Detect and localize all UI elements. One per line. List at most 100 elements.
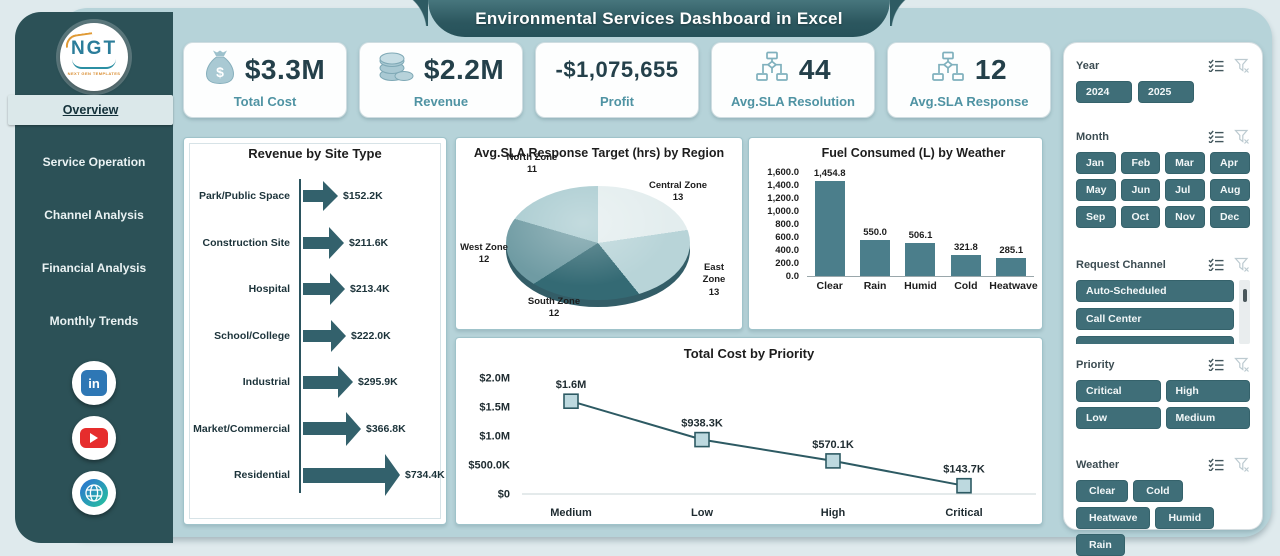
category-label: Industrial [242, 376, 290, 389]
linkedin-icon[interactable]: in [72, 361, 116, 405]
website-globe-icon[interactable] [72, 471, 116, 515]
clear-filter-icon[interactable] [1234, 357, 1250, 372]
bar [950, 255, 981, 276]
svg-text:$500.0K: $500.0K [468, 460, 510, 472]
kpi-label: Total Cost [233, 94, 297, 109]
kpi-card-profit: -$1,075,655 Profit [535, 42, 699, 118]
slicer-button-clear[interactable]: Clear [1076, 480, 1129, 502]
kpi-card-revenue: $2.2M Revenue [359, 42, 523, 118]
multi-select-icon[interactable] [1208, 358, 1224, 371]
slicer-button-partial[interactable] [1076, 336, 1234, 344]
arrow-body [303, 375, 338, 389]
fuel-consumed-by-weather-chart: Fuel Consumed (L) by Weather 1,600.0 1,40… [748, 137, 1043, 330]
slicer-button-may[interactable]: May [1076, 179, 1117, 201]
slicer-button-mar[interactable]: Mar [1165, 152, 1205, 174]
slicer-button-2025[interactable]: 2025 [1138, 81, 1194, 103]
slicer-button-critical[interactable]: Critical [1076, 380, 1161, 402]
arrow-bar [303, 273, 345, 306]
slicer-button-high[interactable]: High [1165, 380, 1250, 402]
globe-glyph [80, 479, 108, 507]
sla-response-by-region-chart: Avg.SLA Response Target (hrs) by Region … [455, 137, 743, 330]
slicer-button-humid[interactable]: Humid [1155, 507, 1215, 529]
svg-text:Medium: Medium [550, 507, 592, 519]
slicer-button-feb[interactable]: Feb [1121, 152, 1161, 174]
slicer-items-scroll: Auto-Scheduled Call Center [1076, 280, 1250, 344]
slicer-button-nov[interactable]: Nov [1165, 206, 1205, 228]
svg-text:$570.1K: $570.1K [812, 439, 854, 451]
slicer-button-aug[interactable]: Aug [1209, 179, 1251, 201]
slicer-button-apr[interactable]: Apr [1209, 152, 1251, 174]
value-label: 550.0 [863, 227, 887, 239]
slicer-button-low[interactable]: Low [1076, 407, 1161, 429]
multi-select-icon[interactable] [1208, 59, 1224, 72]
sidebar-item-channel-analysis[interactable]: Channel Analysis [44, 207, 144, 222]
category-label: Hospital [248, 283, 290, 296]
kpi-top: $2.2M [378, 50, 504, 90]
slicer-button-rain[interactable]: Rain [1076, 534, 1125, 556]
slicer-year: Year 2024 2025 [1076, 58, 1250, 103]
slicer-priority: Priority Critical High Low Medium [1076, 357, 1250, 429]
category-label: School/College [214, 329, 290, 342]
kpi-top: 44 [755, 50, 831, 90]
category-label: Construction Site [202, 236, 290, 249]
youtube-icon[interactable] [72, 416, 116, 460]
clear-filter-icon[interactable] [1234, 129, 1250, 144]
kpi-row: $ $3.3M Total Cost $2.2M Revenue -$1,075,655 P… [183, 42, 1051, 118]
page-title-banner: Environmental Services Dashboard in Exce… [384, 0, 934, 37]
svg-text:Low: Low [691, 507, 713, 519]
x-tick: Rain [863, 280, 887, 292]
slicer-header: Priority [1076, 357, 1250, 372]
svg-text:$1.6M: $1.6M [556, 379, 587, 391]
slicer-title: Year [1076, 59, 1100, 72]
sidebar-item-service-operation[interactable]: Service Operation [42, 154, 146, 169]
clear-filter-icon[interactable] [1234, 257, 1250, 272]
linkedin-badge: in [81, 370, 107, 396]
bar [814, 181, 845, 276]
category-label: Market/Commercial [193, 422, 290, 435]
y-tick: 400.0 [775, 244, 799, 256]
chart-title: Fuel Consumed (L) by Weather [821, 146, 1006, 160]
scrollbar-thumb[interactable] [1242, 289, 1247, 302]
value-label: $213.4K [350, 283, 390, 296]
slicer-items: Auto-Scheduled Call Center [1076, 280, 1234, 344]
revenue-row-hospital: Hospital $213.4K [184, 266, 446, 313]
slicer-button-call-center[interactable]: Call Center [1076, 308, 1234, 330]
slicer-button-jul[interactable]: Jul [1165, 179, 1205, 201]
logo-subtext: NEXT GEN TEMPLATES [67, 70, 121, 76]
pie-label-east-zone: East Zone 13 [702, 262, 726, 298]
multi-select-icon[interactable] [1208, 258, 1224, 271]
social-links: in [72, 361, 116, 515]
multi-select-icon[interactable] [1208, 130, 1224, 143]
svg-text:$143.7K: $143.7K [943, 464, 985, 476]
sidebar-item-overview[interactable]: Overview [8, 95, 173, 125]
clear-filter-icon[interactable] [1234, 58, 1250, 73]
value-label: $152.2K [343, 190, 383, 203]
category-label: Residential [233, 469, 290, 482]
slicer-button-medium[interactable]: Medium [1165, 407, 1250, 429]
slicer-header: Month [1076, 129, 1250, 144]
slicer-items: Critical High Low Medium [1076, 380, 1250, 429]
slicer-button-dec[interactable]: Dec [1209, 206, 1251, 228]
slicer-button-oct[interactable]: Oct [1121, 206, 1161, 228]
multi-select-icon[interactable] [1208, 458, 1224, 471]
arrow-head [385, 454, 400, 497]
slicer-title: Weather [1076, 458, 1120, 471]
slicer-button-jan[interactable]: Jan [1076, 152, 1117, 174]
value-label: $295.9K [358, 376, 398, 389]
slicer-button-auto-scheduled[interactable]: Auto-Scheduled [1076, 280, 1234, 302]
arrow-body [303, 190, 323, 203]
slicer-button-sep[interactable]: Sep [1076, 206, 1117, 228]
page-title: Environmental Services Dashboard in Exce… [475, 8, 843, 28]
sidebar-item-financial-analysis[interactable]: Financial Analysis [41, 260, 147, 275]
arrow-body [303, 329, 331, 342]
scrollbar-track[interactable] [1239, 280, 1250, 344]
slicer-button-jun[interactable]: Jun [1121, 179, 1161, 201]
clear-filter-icon[interactable] [1234, 457, 1250, 472]
slicer-button-heatwave[interactable]: Heatwave [1076, 507, 1151, 529]
svg-text:$1.0M: $1.0M [479, 431, 510, 443]
slicer-button-cold[interactable]: Cold [1133, 480, 1183, 502]
sidebar-item-monthly-trends[interactable]: Monthly Trends [49, 313, 139, 328]
revenue-arrow-rows: Park/Public Space $152.2K Construction Sit… [184, 173, 446, 499]
y-tick: 200.0 [775, 257, 799, 269]
slicer-button-2024[interactable]: 2024 [1076, 81, 1132, 103]
